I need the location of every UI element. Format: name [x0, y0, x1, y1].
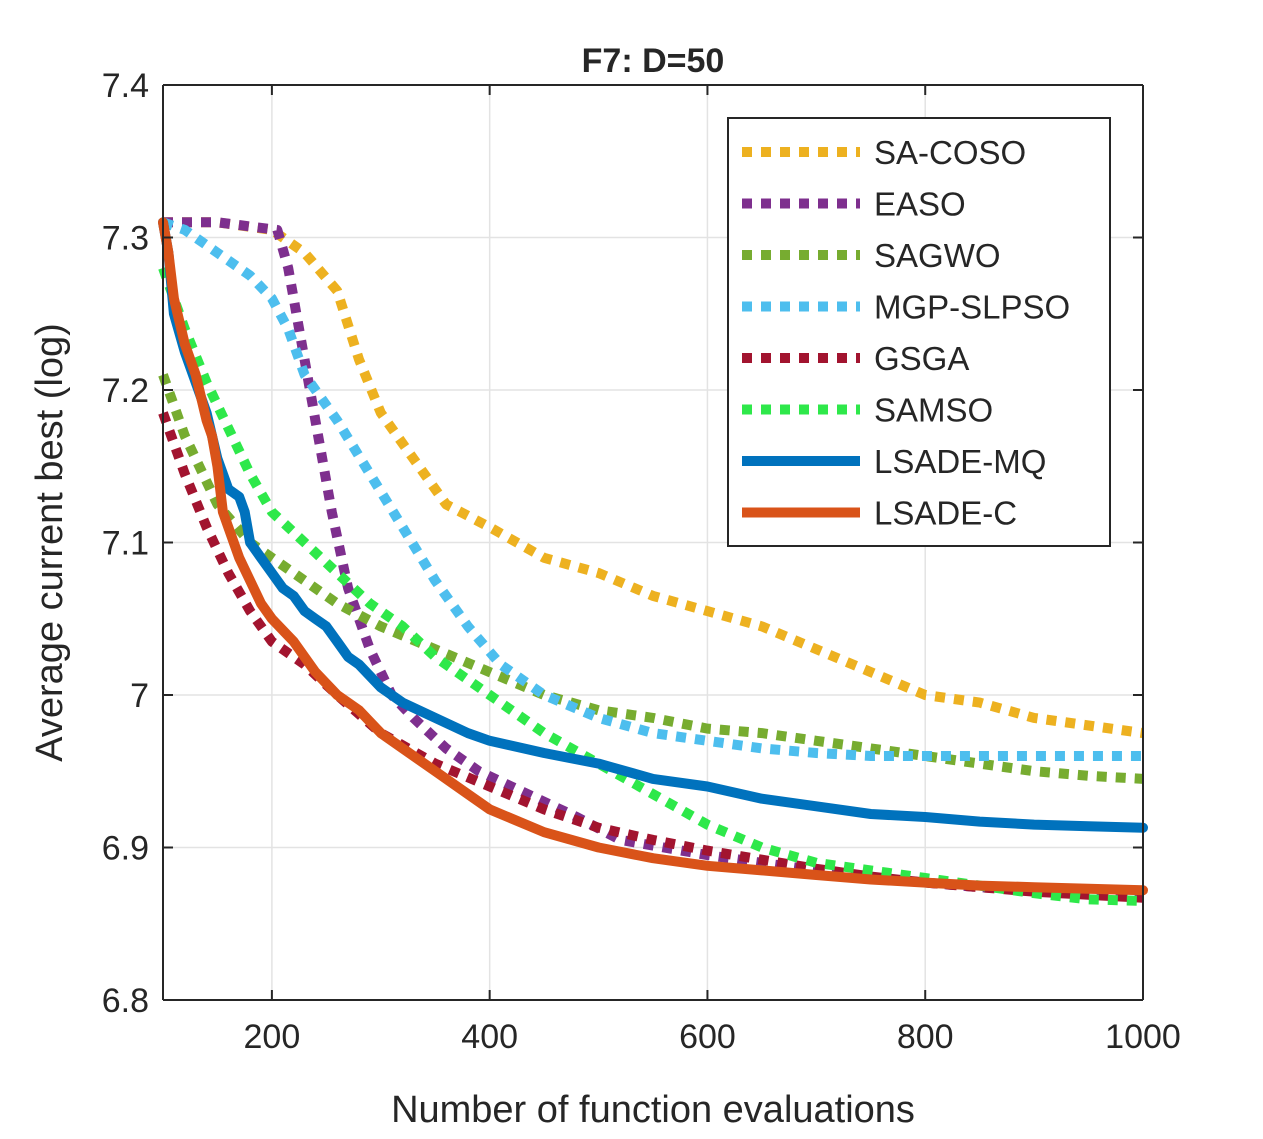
series-line-sa-coso [163, 217, 1144, 739]
legend-label-samso: SAMSO [874, 392, 993, 429]
tick-labels: 200 400 600 800 1000 6.8 6.9 7 7.1 7.2 7.3 7.4 [102, 67, 1181, 1056]
chart-title: F7: D=50 [582, 42, 725, 80]
legend-label-mgp-slpso: MGP-SLPSO [874, 289, 1070, 326]
x-tick-label: 400 [461, 1018, 518, 1056]
y-tick-label: 7.2 [102, 372, 149, 410]
x-tick-label: 200 [244, 1018, 301, 1056]
series-line-easo [163, 217, 1144, 902]
y-tick-label: 6.9 [102, 830, 149, 868]
y-tick-label: 7.3 [102, 220, 149, 258]
series-line-lsade-c [158, 217, 1148, 896]
legend-label-gsga: GSGA [874, 340, 969, 377]
axes [162, 84, 1144, 1001]
legend-label-lsade-c: LSADE-C [874, 495, 1017, 532]
x-tick-label: 600 [679, 1018, 736, 1056]
legend-label-sa-coso: SA-COSO [874, 134, 1026, 171]
x-tick-label: 800 [897, 1018, 954, 1056]
y-tick-label: 7.1 [102, 525, 149, 563]
series-line-mgp-slpso [161, 217, 1143, 761]
x-tick-label: 1000 [1105, 1018, 1181, 1056]
legend-label-easo: EASO [874, 186, 966, 223]
legend-label-lsade-mq: LSADE-MQ [874, 443, 1046, 480]
series-line-samso [158, 266, 1144, 906]
series-layer [158, 217, 1148, 906]
series-line-gsga [158, 411, 1144, 903]
legend-label-sagwo: SAGWO [874, 237, 1001, 274]
legend-box [727, 117, 1111, 547]
y-tick-label: 7.4 [102, 67, 149, 105]
y-tick-label: 6.8 [102, 982, 149, 1020]
y-tick-label: 7 [130, 677, 149, 715]
legend: SA-COSO EASO SAGWO MGP-SLPSO GSGA SAMSO LSADE-… [727, 117, 1111, 547]
x-axis-label: Number of function evaluations [391, 1089, 915, 1131]
y-axis-label: Average current best (log) [29, 323, 71, 762]
